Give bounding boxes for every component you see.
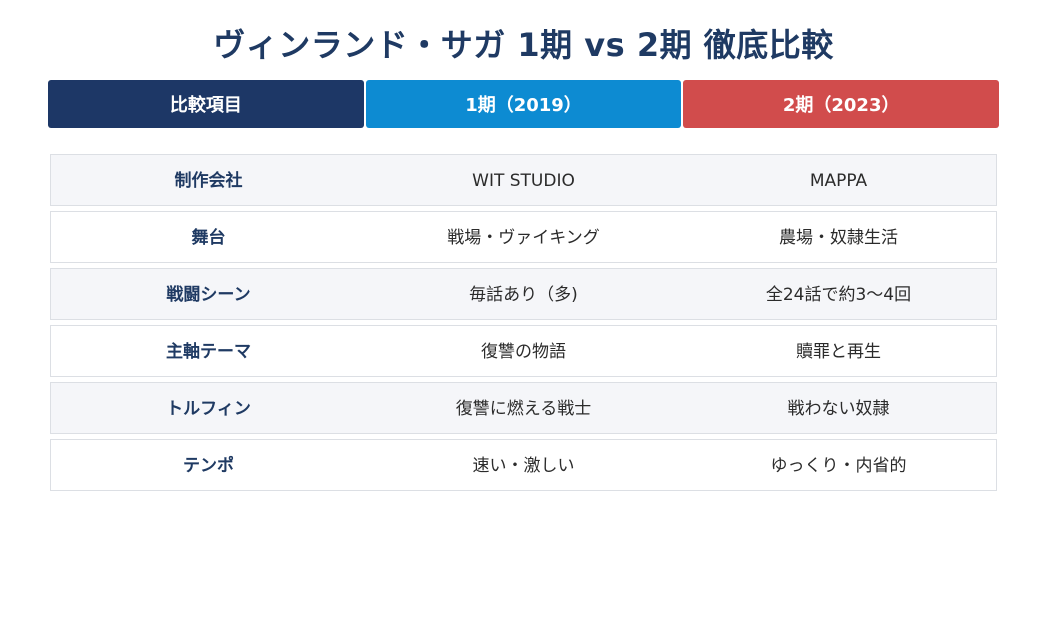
row-season1-value: WIT STUDIO bbox=[472, 171, 575, 191]
header-season1: 1期（2019） bbox=[365, 80, 682, 128]
row-season2-value: 全24話で約3〜4回 bbox=[765, 285, 912, 305]
row-item-label: 舞台 bbox=[191, 228, 226, 248]
row-item-label: 主軸テーマ bbox=[166, 342, 251, 362]
row-season1-value: 毎話あり（多) bbox=[469, 285, 578, 305]
table-row: テンポ 速い・激しい ゆっくり・内省的 bbox=[50, 439, 997, 491]
row-season1-value: 戦場・ヴァイキング bbox=[447, 228, 600, 248]
row-season2-value: MAPPA bbox=[809, 171, 868, 191]
row-season2-value: ゆっくり・内省的 bbox=[770, 456, 907, 476]
page-title: ヴィンランド・サガ 1期 vs 2期 徹底比較 bbox=[213, 26, 834, 64]
table-header: 比較項目 1期（2019） 2期（2023） bbox=[48, 80, 1000, 128]
row-item-label: 制作会社 bbox=[174, 171, 243, 191]
table-row: トルフィン 復讐に燃える戦士 戦わない奴隷 bbox=[50, 382, 997, 434]
header-item: 比較項目 bbox=[48, 80, 364, 128]
comparison-table: 制作会社 WIT STUDIO MAPPA 舞台 戦場・ヴァイキング 農場・奴隷… bbox=[50, 154, 997, 496]
row-item-label: 戦闘シーン bbox=[166, 285, 251, 305]
row-season1-value: 復讐に燃える戦士 bbox=[455, 399, 592, 419]
table-row: 主軸テーマ 復讐の物語 贖罪と再生 bbox=[50, 325, 997, 377]
table-row: 舞台 戦場・ヴァイキング 農場・奴隷生活 bbox=[50, 211, 997, 263]
row-season2-value: 戦わない奴隷 bbox=[787, 399, 890, 419]
row-item-label: トルフィン bbox=[166, 399, 251, 419]
table-row: 戦闘シーン 毎話あり（多) 全24話で約3〜4回 bbox=[50, 268, 997, 320]
table-row: 制作会社 WIT STUDIO MAPPA bbox=[50, 154, 997, 206]
row-season2-value: 贖罪と再生 bbox=[796, 342, 881, 362]
header-season2: 2期（2023） bbox=[683, 80, 1000, 128]
row-season2-value: 農場・奴隷生活 bbox=[779, 228, 898, 248]
row-season1-value: 復讐の物語 bbox=[481, 342, 566, 362]
row-season1-value: 速い・激しい bbox=[472, 456, 575, 476]
row-item-label: テンポ bbox=[183, 456, 234, 476]
